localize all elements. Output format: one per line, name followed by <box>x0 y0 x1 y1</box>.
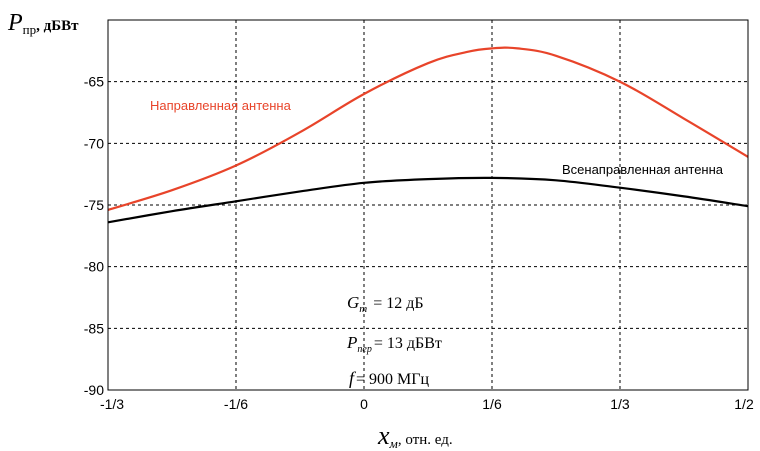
series-line-directional <box>107 46 749 211</box>
y-tick-label: -65 <box>84 74 104 90</box>
y-tick-labels: -65 -70 -75 -80 -85 -90 <box>84 74 104 398</box>
x-tick-label: 0 <box>360 396 368 412</box>
x-tick-labels: -1/3 -1/6 0 1/6 1/3 1/2 <box>100 396 754 412</box>
y-tick-label: -75 <box>84 197 104 213</box>
series-label-omni: Всенаправленная антенна <box>562 162 724 177</box>
x-tick-label: 1/3 <box>610 396 630 412</box>
series-lines <box>107 46 749 224</box>
annotation-freq: f = 900 МГц <box>349 368 430 388</box>
y-tick-label: -90 <box>84 382 104 398</box>
y-tick-label: -70 <box>84 135 104 151</box>
x-tick-label: -1/3 <box>100 396 124 412</box>
plot-frame <box>107 19 749 391</box>
x-tick-label: 1/2 <box>734 396 754 412</box>
annotation-power: Pпер = 13 дБВт <box>346 333 442 355</box>
x-axis-label: xм, отн. ед. <box>377 421 453 451</box>
y-tick-label: -85 <box>84 320 104 336</box>
series-label-directional: Направленная антенна <box>150 98 292 113</box>
y-axis-label: Pпр, дБВт <box>7 10 79 37</box>
x-tick-label: -1/6 <box>224 396 248 412</box>
x-tick-label: 1/6 <box>482 396 502 412</box>
y-tick-label: -80 <box>84 259 104 275</box>
annotation-gain: Gm = 12 дБ <box>347 293 424 315</box>
series-line-omni <box>107 176 749 224</box>
